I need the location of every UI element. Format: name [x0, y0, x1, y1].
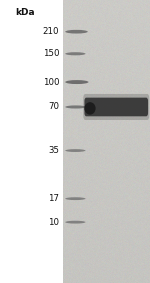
FancyBboxPatch shape: [83, 94, 149, 120]
Text: 100: 100: [43, 78, 59, 87]
Ellipse shape: [65, 221, 86, 224]
FancyBboxPatch shape: [84, 98, 148, 116]
Bar: [0, 0, 63, 283]
Text: 70: 70: [48, 102, 59, 112]
Text: 17: 17: [48, 194, 59, 203]
Ellipse shape: [65, 52, 86, 55]
Text: 35: 35: [48, 146, 59, 155]
Text: 210: 210: [43, 27, 59, 36]
Text: kDa: kDa: [16, 8, 35, 18]
Ellipse shape: [65, 105, 86, 108]
Text: 10: 10: [48, 218, 59, 227]
Ellipse shape: [65, 149, 86, 152]
Ellipse shape: [65, 80, 88, 84]
Text: 150: 150: [43, 49, 59, 58]
Ellipse shape: [84, 102, 96, 115]
Ellipse shape: [65, 30, 88, 33]
Ellipse shape: [65, 197, 86, 200]
